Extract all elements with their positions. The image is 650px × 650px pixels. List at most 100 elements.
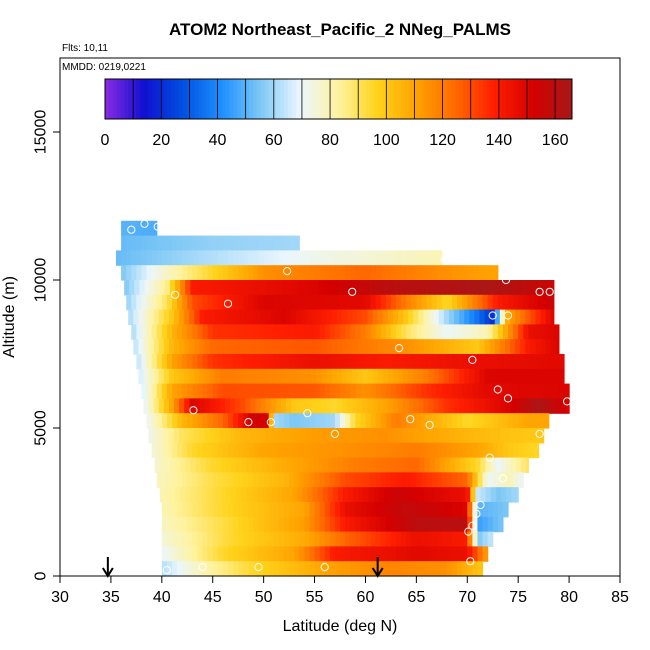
heatmap-cell: [505, 487, 512, 503]
heatmap-cell: [367, 368, 374, 385]
heatmap-cell: [177, 442, 183, 459]
heatmap-cell: [248, 235, 255, 251]
heatmap-cell: [541, 280, 548, 296]
heatmap-cell: [385, 561, 392, 577]
heatmap-cell: [340, 383, 346, 399]
heatmap-cell: [228, 294, 234, 311]
heatmap-cell: [345, 324, 351, 340]
heatmap-cell: [520, 428, 526, 444]
heatmap-cell: [398, 428, 404, 444]
heatmap-cell: [136, 235, 143, 251]
heatmap-cell: [121, 220, 127, 237]
heatmap-cell: [446, 442, 453, 459]
heatmap-cell: [487, 324, 494, 340]
heatmap-cell: [334, 265, 341, 281]
heatmap-cell: [487, 531, 494, 547]
heatmap-cell: [192, 561, 199, 577]
heatmap-cell: [280, 309, 287, 325]
heatmap-cell: [531, 280, 538, 296]
sample-point: [501, 275, 511, 285]
heatmap-cell: [393, 487, 400, 503]
heatmap-cell: [336, 309, 343, 325]
heatmap-cell: [413, 428, 419, 444]
heatmap-cell: [350, 354, 356, 370]
heatmap-cell: [177, 531, 183, 547]
colorbar-tick-label: 100: [373, 132, 400, 149]
heatmap-cell: [487, 294, 494, 311]
heatmap-cell: [314, 502, 321, 518]
colorbar-swatch: [470, 79, 476, 119]
heatmap-cell: [550, 339, 557, 355]
colorbar-swatch: [455, 79, 460, 119]
heatmap-cell: [326, 368, 333, 385]
heatmap-cell: [270, 309, 277, 325]
heatmap-cell: [485, 280, 492, 296]
heatmap-cell: [436, 531, 443, 547]
colorbar-swatch: [252, 79, 258, 119]
heatmap-cell: [166, 354, 173, 370]
heatmap-cell: [553, 354, 560, 370]
heatmap-cell: [217, 294, 224, 311]
heatmap-cell: [401, 546, 407, 562]
heatmap-cell: [248, 294, 255, 311]
heatmap-cell: [182, 531, 188, 547]
heatmap-cell: [207, 413, 214, 429]
heatmap-cell: [265, 428, 272, 444]
heatmap-cell: [383, 280, 390, 296]
colorbar-swatch: [132, 79, 137, 119]
heatmap-cell: [334, 324, 341, 340]
heatmap-cell: [401, 561, 407, 577]
heatmap-cell: [482, 265, 489, 281]
heatmap-cell: [138, 339, 145, 355]
heatmap-cell: [236, 487, 242, 503]
heatmap-cell: [375, 502, 382, 518]
heatmap-cell: [367, 309, 374, 325]
colorbar-swatch: [284, 79, 289, 119]
heatmap-cell: [545, 398, 552, 414]
heatmap-cell: [235, 428, 241, 444]
heatmap-cell: [187, 561, 193, 577]
heatmap-cell: [472, 516, 479, 533]
heatmap-cell: [508, 442, 514, 459]
heatmap-cell: [164, 280, 171, 296]
heatmap-cell: [396, 413, 402, 429]
heatmap-cell: [278, 516, 285, 533]
heatmap-cell: [375, 250, 382, 266]
heatmap-cell: [207, 235, 214, 251]
heatmap-cell: [161, 383, 168, 399]
heatmap-cell: [510, 339, 516, 355]
heatmap-cell: [273, 265, 280, 281]
colorbar-swatch: [338, 79, 343, 119]
heatmap-cell: [533, 294, 540, 311]
heatmap-cell: [256, 487, 263, 503]
colorbar-swatch: [210, 79, 215, 119]
colorbar-swatch: [105, 79, 110, 119]
heatmap-cell: [182, 472, 188, 488]
heatmap-cell: [172, 442, 178, 459]
heatmap-cell: [365, 413, 372, 429]
colorbar-swatch: [233, 79, 238, 119]
colorbar-swatch: [287, 79, 293, 119]
heatmap-cell: [187, 294, 193, 311]
heatmap-cell: [464, 368, 470, 385]
colorbar-swatch: [408, 79, 413, 119]
heatmap-cell: [408, 339, 414, 355]
heatmap-cell: [309, 250, 316, 266]
heatmap-cell: [406, 516, 412, 533]
heatmap-cell: [465, 487, 471, 503]
heatmap-cell: [197, 294, 204, 311]
heatmap-cell: [504, 368, 511, 385]
colorbar-swatch: [322, 79, 328, 119]
heatmap-cell: [278, 531, 285, 547]
heatmap-cell: [187, 265, 193, 281]
heatmap-cell: [370, 531, 377, 547]
heatmap-cell: [462, 324, 468, 340]
heatmap-cell: [212, 502, 219, 518]
heatmap-cell: [250, 368, 257, 385]
colorbar-swatch: [451, 79, 456, 119]
heatmap-cell: [334, 561, 341, 577]
heatmap-cell: [314, 561, 321, 577]
heatmap-cell: [126, 265, 132, 281]
sample-point: [244, 418, 253, 427]
heatmap-cell: [197, 383, 204, 399]
